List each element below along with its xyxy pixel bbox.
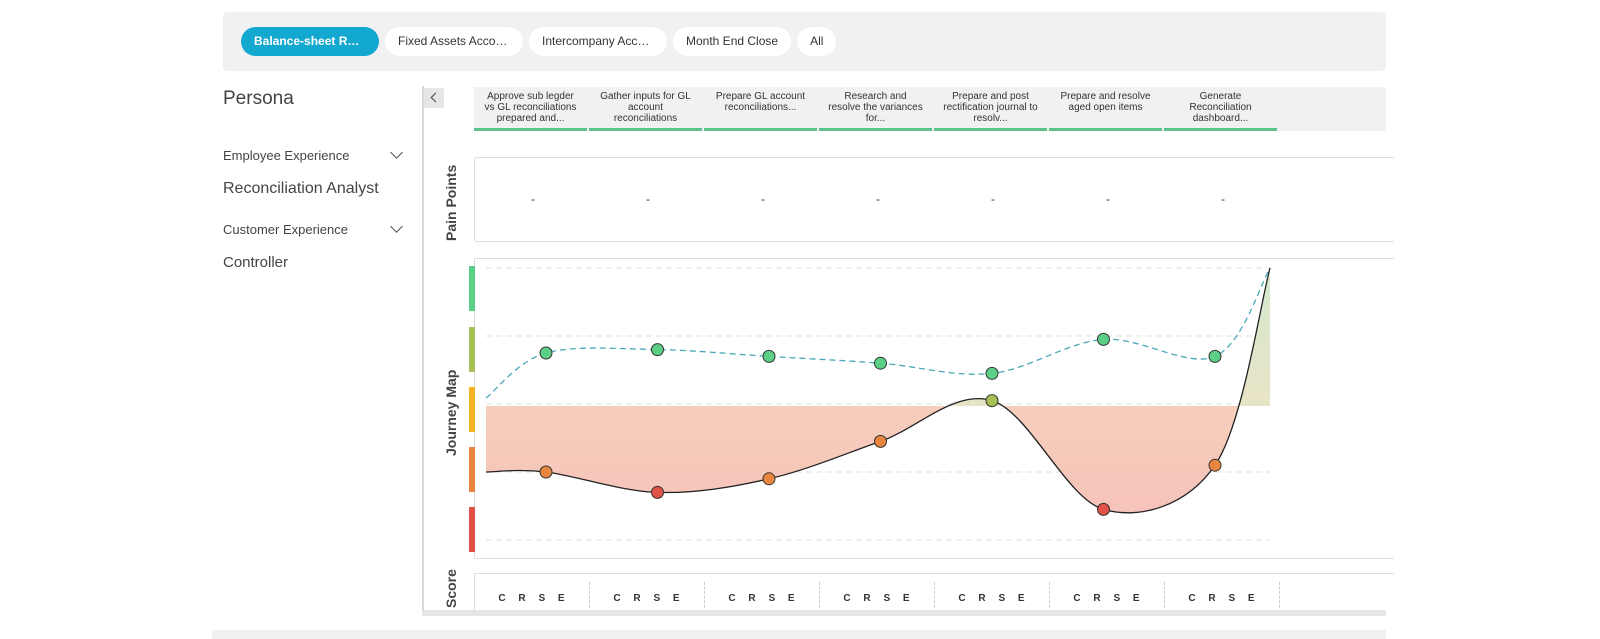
- persona-title: Persona: [223, 88, 294, 109]
- score-panel: [474, 573, 1394, 614]
- score-letter: R: [863, 593, 871, 604]
- employee-journey-point: [1097, 502, 1110, 516]
- score-letter: E: [1247, 593, 1255, 604]
- score-letter: S: [883, 593, 891, 604]
- pain-point: -: [761, 192, 765, 206]
- score-divider: [589, 582, 590, 608]
- pain-point: -: [646, 192, 650, 206]
- horizontal-scrollbar[interactable]: [422, 610, 1386, 616]
- pain-point: -: [876, 192, 880, 206]
- score-letter: S: [1228, 593, 1236, 604]
- tab-intercompany[interactable]: Intercompany Acco...: [529, 27, 667, 56]
- stage-header: [474, 87, 1386, 131]
- employee-journey-point: [1208, 458, 1222, 472]
- employee-journey-point: [762, 472, 776, 486]
- score-letter: E: [787, 593, 795, 604]
- score-letter: C: [498, 593, 506, 604]
- score-letter: S: [1113, 593, 1121, 604]
- persona-controller[interactable]: Controller: [223, 254, 289, 271]
- employee-journey-point: [539, 465, 553, 479]
- score-divider: [704, 582, 705, 608]
- score-letter: R: [978, 593, 986, 604]
- score-letter: E: [1017, 593, 1025, 604]
- pain-point: -: [531, 192, 535, 206]
- score-letter: E: [1132, 593, 1140, 604]
- stage-6[interactable]: Prepare and resolve aged open items: [1049, 87, 1162, 131]
- stage-2[interactable]: Gather inputs for GL account reconciliat…: [589, 87, 702, 131]
- score-letter: C: [843, 593, 851, 604]
- pain-points-panel: [474, 157, 1394, 242]
- score-letter: S: [653, 593, 661, 604]
- journey-area-negative: [486, 406, 1270, 513]
- sentiment-bar-positive: [469, 327, 475, 372]
- customer-experience-heading[interactable]: Customer Experience: [223, 222, 348, 237]
- tab-month-end-close[interactable]: Month End Close: [673, 27, 792, 56]
- score-divider: [819, 582, 820, 608]
- footer-strip: [212, 630, 1386, 639]
- process-tabbar: Balance-sheet Reco... Fixed Assets Accou…: [223, 12, 1386, 71]
- score-divider: [1164, 582, 1165, 608]
- sentiment-bar-very-positive: [469, 266, 475, 311]
- employee-journey-point: [874, 434, 887, 448]
- score-letter: E: [672, 593, 680, 604]
- customer-journey-point: [1208, 349, 1222, 363]
- tabs: Balance-sheet Reco... Fixed Assets Accou…: [241, 27, 837, 56]
- score-divider: [1049, 582, 1050, 608]
- customer-journey-point: [1097, 332, 1110, 346]
- customer-journey-point: [874, 356, 887, 370]
- chevron-left-icon[interactable]: [424, 88, 444, 108]
- employee-journey-point: [651, 485, 664, 499]
- tab-all[interactable]: All: [797, 27, 837, 56]
- sentiment-bar-very-negative: [469, 507, 475, 552]
- customer-journey-point: [651, 343, 664, 357]
- stage-5[interactable]: Prepare and post rectification journal t…: [934, 87, 1047, 131]
- panel-divider: [422, 86, 424, 614]
- pain-point: -: [1106, 192, 1110, 206]
- tab-balance-sheet[interactable]: Balance-sheet Reco...: [241, 27, 379, 56]
- score-letter: R: [1208, 593, 1216, 604]
- employee-experience-heading[interactable]: Employee Experience: [223, 148, 350, 163]
- tab-fixed-assets[interactable]: Fixed Assets Accou...: [385, 27, 523, 56]
- persona-reconciliation-analyst[interactable]: Reconciliation Analyst: [223, 180, 379, 197]
- sentiment-bar-neutral: [469, 387, 475, 432]
- score-divider: [1279, 582, 1280, 608]
- customer-journey-point: [985, 366, 999, 380]
- score-letter: R: [633, 593, 641, 604]
- stage-1[interactable]: Approve sub legder vs GL reconciliations…: [474, 87, 587, 131]
- score-letter: R: [518, 593, 526, 604]
- customer-journey-line: [485, 267, 1271, 399]
- score-letter: E: [902, 593, 910, 604]
- sentiment-bar-negative: [469, 447, 475, 492]
- score-letter: R: [748, 593, 756, 604]
- stage-3[interactable]: Prepare GL account reconciliations...: [704, 87, 817, 131]
- pain-point: -: [991, 192, 995, 206]
- score-letter: C: [958, 593, 966, 604]
- score-letter: R: [1093, 593, 1101, 604]
- stage-4[interactable]: Research and resolve the variances for..…: [819, 87, 932, 131]
- score-divider: [934, 582, 935, 608]
- score-letter: S: [998, 593, 1006, 604]
- score-letter: E: [557, 593, 565, 604]
- score-letter: C: [728, 593, 736, 604]
- score-letter: C: [1188, 593, 1196, 604]
- employee-journey-point: [985, 394, 999, 408]
- score-letter: C: [613, 593, 621, 604]
- score-letter: C: [1073, 593, 1081, 604]
- customer-journey-point: [539, 346, 553, 360]
- pain-point: -: [1221, 192, 1225, 206]
- stage-7[interactable]: Generate Reconciliation dashboard...: [1164, 87, 1277, 131]
- score-letter: S: [768, 593, 776, 604]
- customer-journey-point: [762, 349, 776, 363]
- score-letter: S: [538, 593, 546, 604]
